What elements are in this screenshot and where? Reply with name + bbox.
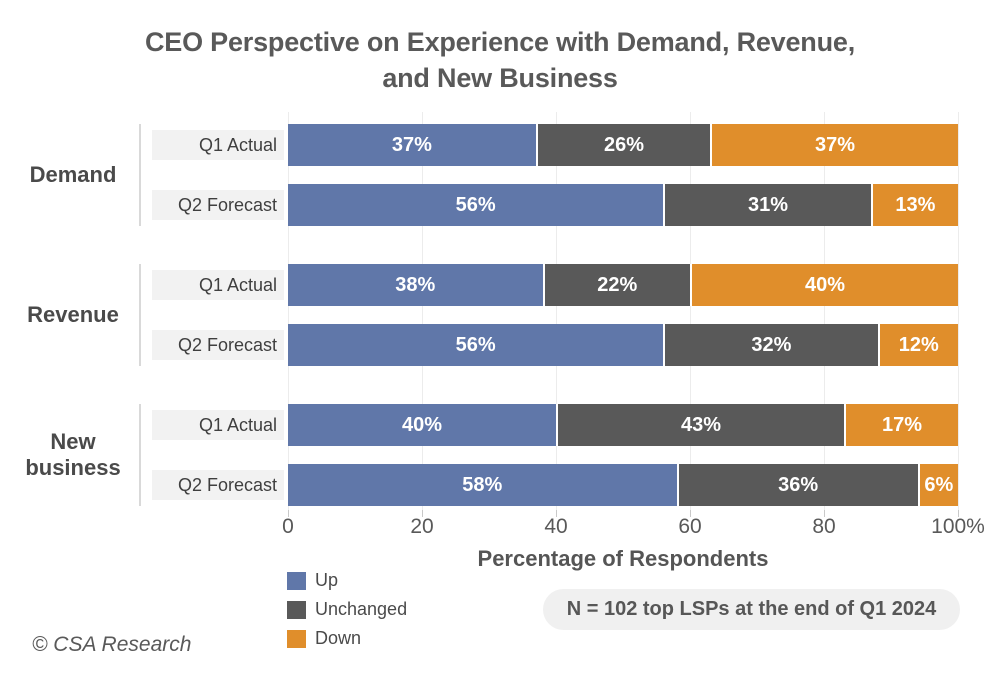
segment-up: 56% <box>288 324 664 366</box>
gridline-0 <box>288 112 289 511</box>
group-bracket-demand <box>139 124 141 226</box>
sample-size-note: N = 102 top LSPs at the end of Q1 2024 <box>543 589 960 630</box>
gridline-60 <box>690 112 691 511</box>
bar-newbiz-q1: 40% 43% 17% <box>288 404 958 446</box>
tick-label-0: 0 <box>282 515 294 538</box>
segment-unchanged: 32% <box>663 324 878 366</box>
tick-60 <box>690 510 691 517</box>
segment-unchanged: 22% <box>542 264 690 306</box>
gridline-80 <box>824 112 825 511</box>
tick-label-60: 60 <box>678 515 702 538</box>
row-label-revenue-q2: Q2 Forecast <box>152 330 284 360</box>
gridline-100 <box>958 112 959 511</box>
legend-swatch-unchanged <box>287 600 306 619</box>
segment-unchanged: 43% <box>556 404 845 446</box>
chart-title-line2: and New Business <box>382 63 618 93</box>
segment-up: 38% <box>288 264 543 306</box>
segment-down: 6% <box>917 464 958 506</box>
legend-label-up: Up <box>315 570 339 590</box>
tick-40 <box>556 510 557 517</box>
group-label-new-business: New business <box>25 429 121 480</box>
segment-down: 12% <box>877 324 958 366</box>
bar-demand-q1: 37% 26% 37% <box>288 124 958 166</box>
row-label-revenue-q1: Q1 Actual <box>152 270 284 300</box>
group-bracket-revenue <box>139 264 141 366</box>
legend-item-unchanged: Unchanged <box>287 599 407 620</box>
chart-title: CEO Perspective on Experience with Deman… <box>0 24 1000 96</box>
segment-up: 37% <box>288 124 536 166</box>
segment-unchanged: 31% <box>663 184 871 226</box>
tick-label-40: 40 <box>544 515 568 538</box>
segment-down: 40% <box>689 264 958 306</box>
legend-swatch-down <box>287 629 306 648</box>
legend-label-unchanged: Unchanged <box>315 599 408 619</box>
segment-unchanged: 26% <box>535 124 711 166</box>
bar-revenue-q2: 56% 32% 12% <box>288 324 958 366</box>
segment-unchanged: 36% <box>676 464 918 506</box>
legend-item-up: Up <box>287 570 407 591</box>
gridline-20 <box>422 112 423 511</box>
tick-0 <box>288 510 289 517</box>
row-label-newbiz-q2: Q2 Forecast <box>152 470 284 500</box>
legend-swatch-up <box>287 571 306 590</box>
copyright-text: © CSA Research <box>32 633 192 656</box>
segment-up: 56% <box>288 184 664 226</box>
tick-label-100: 100% <box>931 515 985 538</box>
chart-title-line1: CEO Perspective on Experience with Deman… <box>144 27 856 57</box>
tick-label-80: 80 <box>812 515 836 538</box>
segment-down: 13% <box>870 184 958 226</box>
bar-newbiz-q2: 58% 36% 6% <box>288 464 958 506</box>
bar-demand-q2: 56% 31% 13% <box>288 184 958 226</box>
tick-label-20: 20 <box>410 515 434 538</box>
row-label-demand-q2: Q2 Forecast <box>152 190 284 220</box>
segment-up: 40% <box>288 404 556 446</box>
group-bracket-new-business <box>139 404 141 506</box>
tick-20 <box>422 510 423 517</box>
group-label-revenue: Revenue <box>27 302 119 327</box>
row-label-demand-q1: Q1 Actual <box>152 130 284 160</box>
segment-up: 58% <box>288 464 677 506</box>
group-label-demand: Demand <box>29 162 117 187</box>
segment-down: 17% <box>844 404 958 446</box>
tick-80 <box>824 510 825 517</box>
legend-label-down: Down <box>315 628 362 648</box>
x-axis-label: Percentage of Respondents <box>477 546 769 571</box>
row-label-newbiz-q1: Q1 Actual <box>152 410 284 440</box>
tick-100 <box>958 510 959 517</box>
gridline-40 <box>556 112 557 511</box>
legend: Up Unchanged Down <box>287 570 407 649</box>
bar-revenue-q1: 38% 22% 40% <box>288 264 958 306</box>
segment-down: 37% <box>710 124 958 166</box>
legend-item-down: Down <box>287 628 407 649</box>
